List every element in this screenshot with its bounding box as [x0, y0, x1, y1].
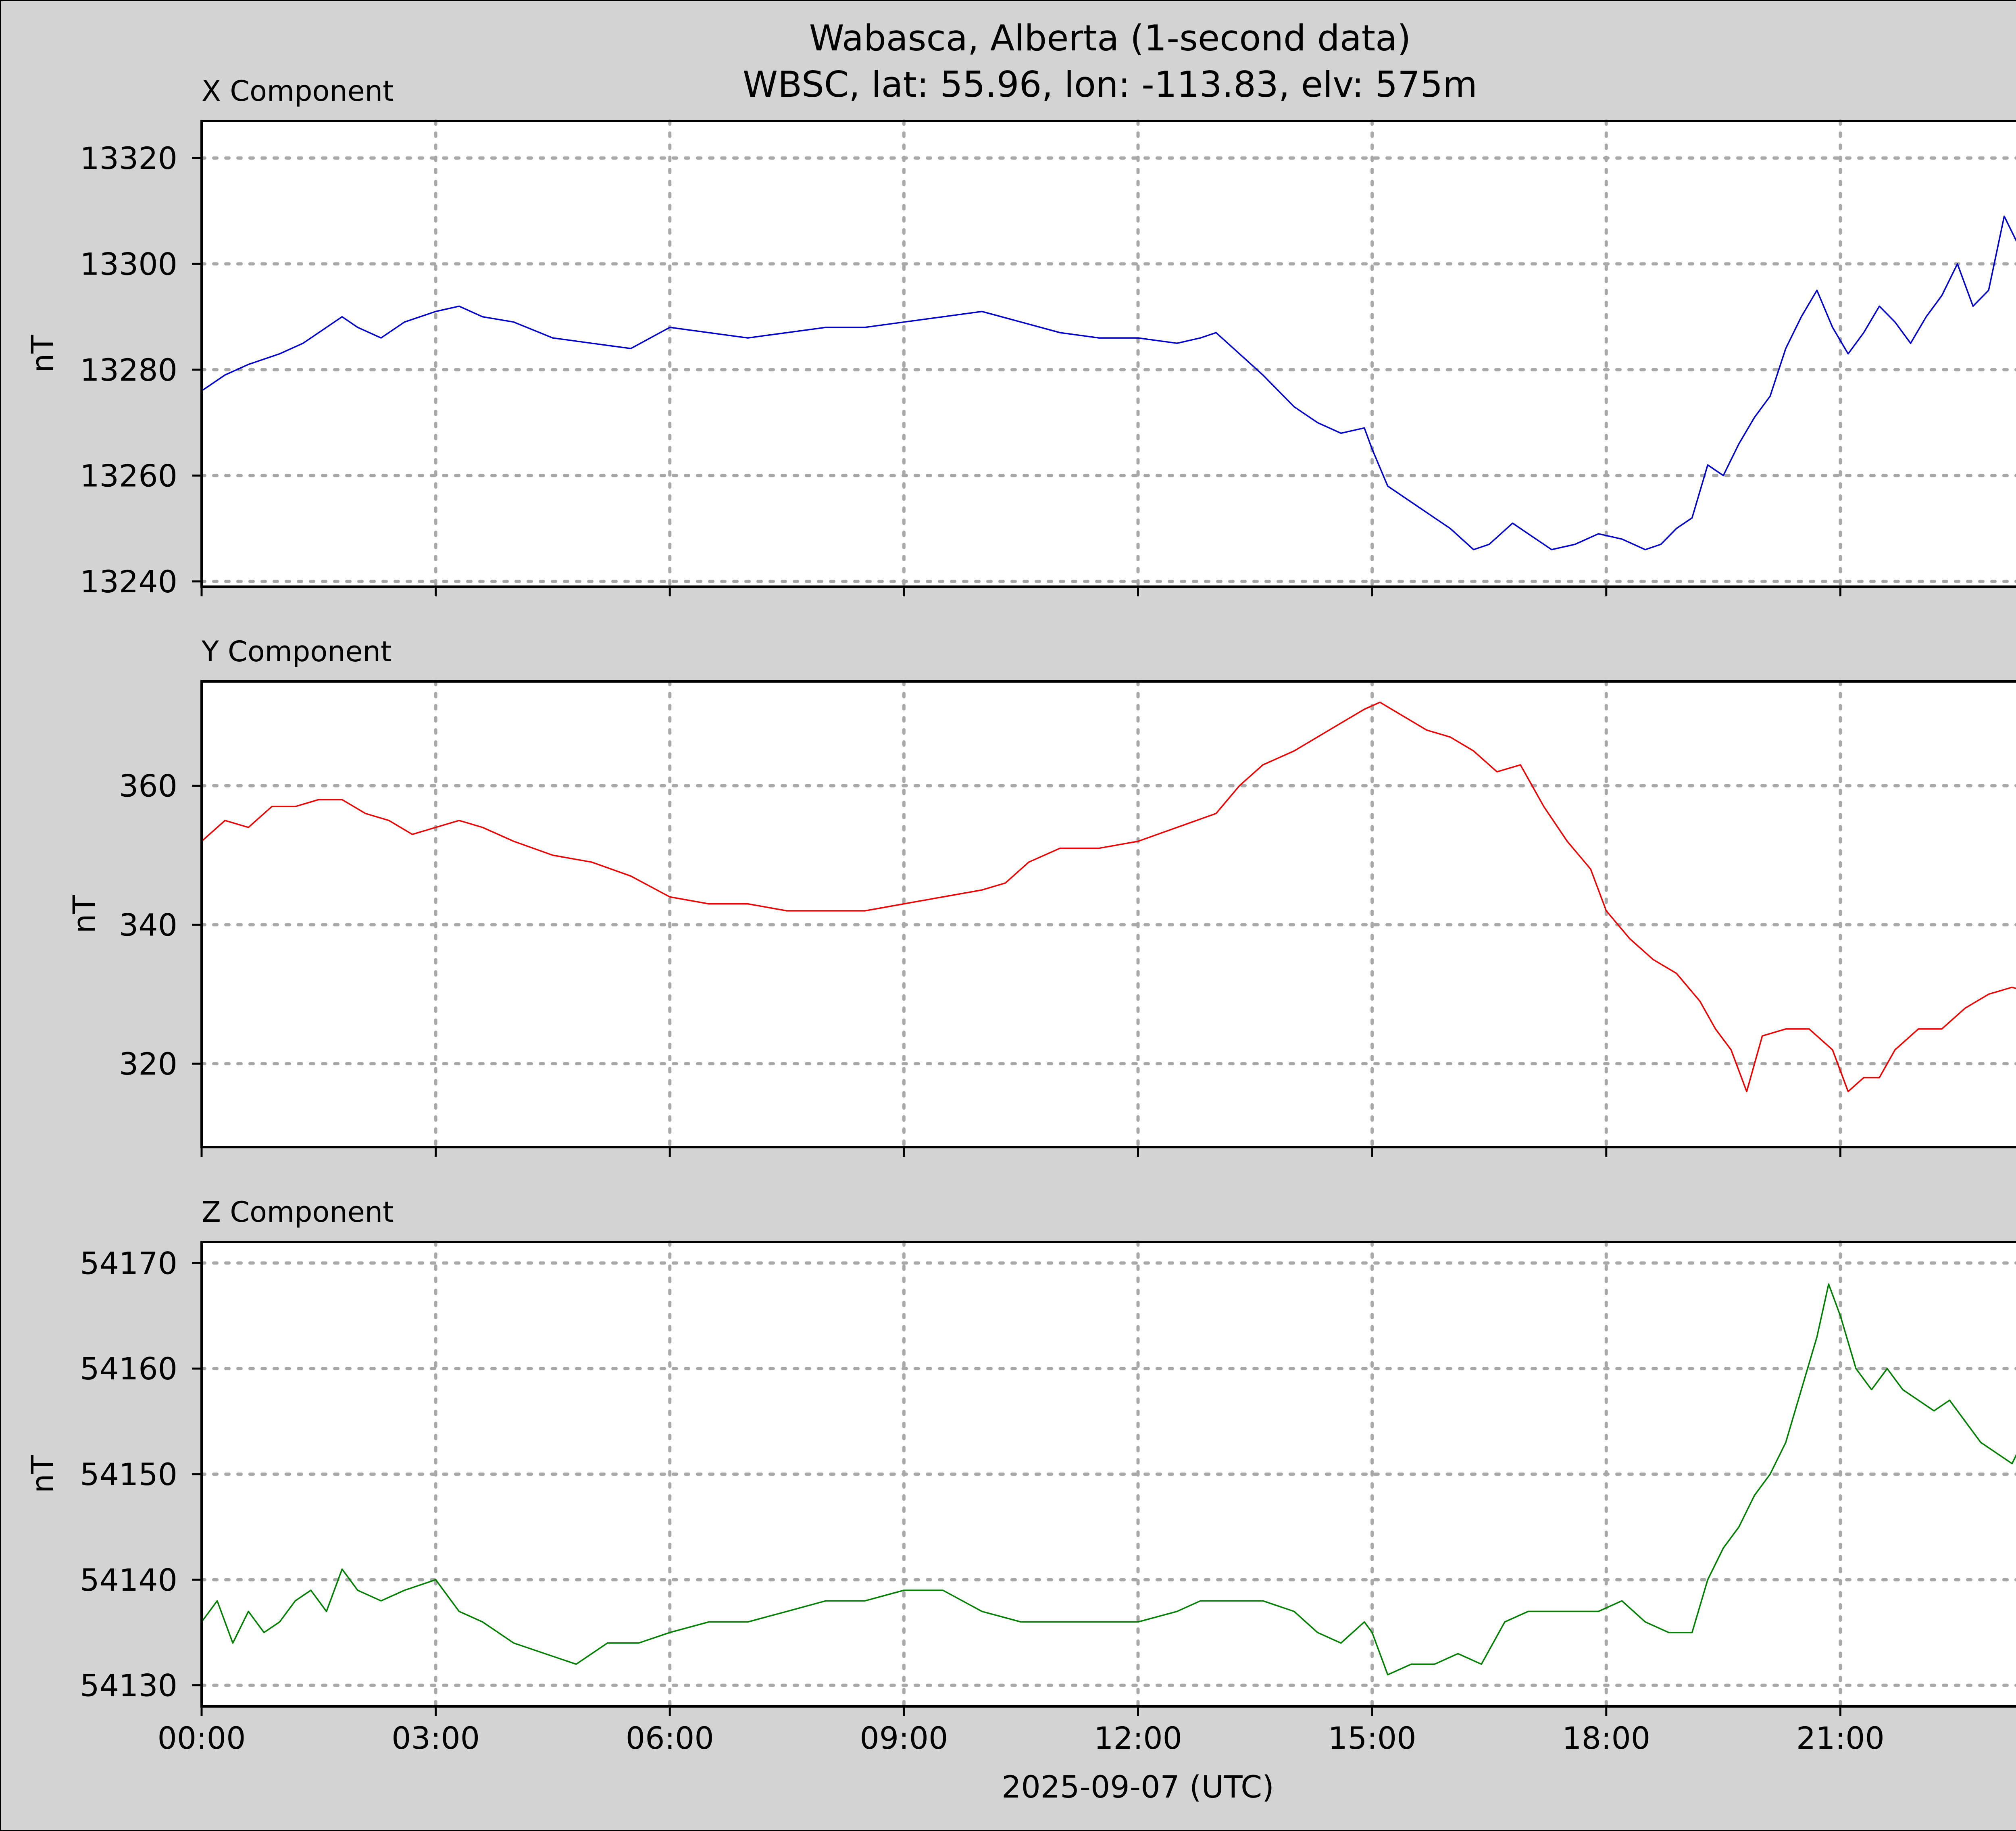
z-component-panel: Z Component 00:00 03:00 06:00 09:00 12:00 15:0… — [25, 1196, 2016, 1756]
z-component-ytick-label: 54160 — [80, 1351, 177, 1387]
x-tick-label: 03:00 — [392, 1720, 480, 1756]
z-component-ytick-label: 54140 — [80, 1562, 177, 1598]
x-component-series-line — [201, 215, 2016, 550]
z-component-title: Z Component — [202, 1196, 394, 1229]
x-component-ytick-label: 13260 — [80, 458, 177, 494]
x-tick-label: 21:00 — [1796, 1720, 1885, 1756]
y-component-frame — [200, 680, 2016, 1148]
x-axis-label: 2025-09-07 (UTC) — [1002, 1769, 1274, 1805]
x-tick-label: 06:00 — [626, 1720, 714, 1756]
y-component-ytick-label: 360 — [119, 768, 177, 804]
x-component-title: X Component — [202, 75, 394, 108]
z-component-frame — [200, 1241, 2016, 1708]
z-component-ylabel: nT — [25, 1455, 60, 1493]
x-component-ytick-label: 13240 — [80, 564, 177, 600]
x-tick-label: 18:00 — [1562, 1720, 1650, 1756]
y-component-ytick-label: 320 — [119, 1046, 177, 1082]
y-component-series-line — [201, 701, 2016, 1092]
z-component-series-line — [201, 1283, 2016, 1676]
x-component-plot-area — [200, 120, 2016, 588]
z-component-ytick-label: 54130 — [80, 1668, 177, 1704]
z-component-ytick-label: 54170 — [80, 1245, 177, 1281]
x-component-ytick-label: 13320 — [80, 140, 177, 176]
x-tick-label: 15:00 — [1328, 1720, 1416, 1756]
x-tick-label: 12:00 — [1094, 1720, 1182, 1756]
figure-title-line1: Wabasca, Alberta (1-second data) — [809, 17, 1411, 59]
y-component-title: Y Component — [201, 635, 392, 668]
x-component-ytick-label: 13300 — [80, 246, 177, 282]
x-tick-label: 00:00 — [157, 1720, 246, 1756]
x-component-panel: X Component 13240 13260 13280 13300 13320 nT — [25, 75, 2016, 600]
x-component-ylabel: nT — [25, 335, 60, 373]
z-component-ytick-label: 54150 — [80, 1456, 177, 1492]
y-component-panel: Y Component 320 340 360 nT — [66, 635, 2016, 1157]
x-tick-label: 09:00 — [860, 1720, 948, 1756]
x-component-frame — [200, 120, 2016, 588]
figure-title-line2: WBSC, lat: 55.96, lon: -113.83, elv: 575… — [743, 64, 1477, 105]
y-component-ylabel: nT — [66, 895, 102, 933]
x-component-ytick-label: 13280 — [80, 352, 177, 388]
y-component-ytick-label: 340 — [119, 907, 177, 943]
y-component-plot-area — [200, 680, 2016, 1148]
